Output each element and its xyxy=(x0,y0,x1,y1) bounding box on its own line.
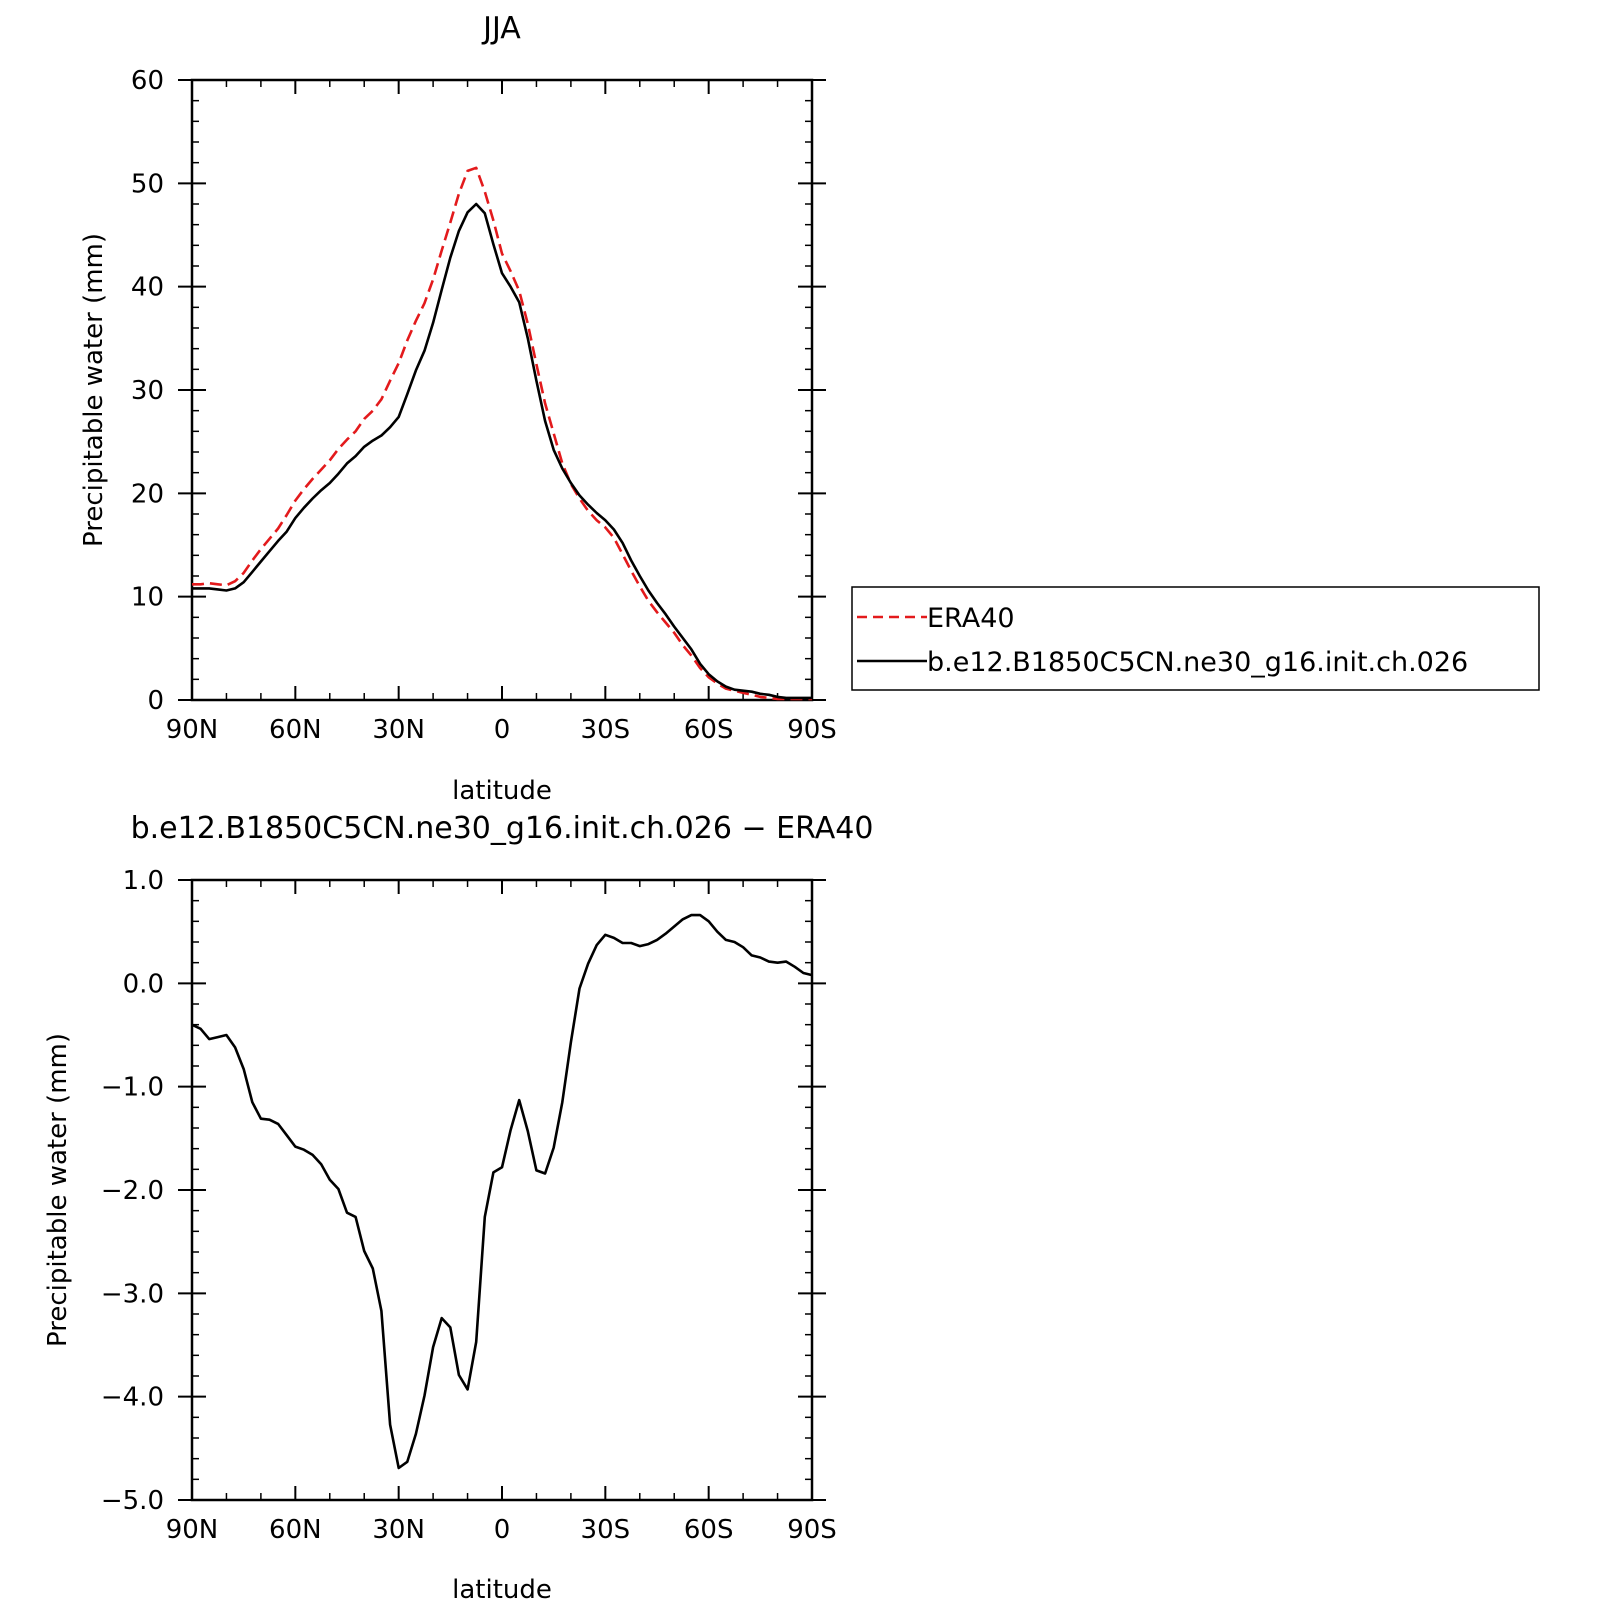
difference-panel: b.e12.B1850C5CN.ne30_g16.init.ch.026 − E… xyxy=(43,811,873,1603)
plot-frame xyxy=(190,878,814,1502)
y-tick-labels: 0 10 20 30 40 50 60 xyxy=(131,66,164,716)
legend-label-model: b.e12.B1850C5CN.ne30_g16.init.ch.026 xyxy=(927,647,1468,678)
y-tick-label: −5.0 xyxy=(101,1486,164,1516)
legend-label-era40: ERA40 xyxy=(927,603,1015,634)
x-tick-label: 60N xyxy=(269,1515,322,1545)
x-tick-label: 90N xyxy=(166,1515,219,1545)
y-tick-label: 30 xyxy=(131,376,164,406)
x-tick-label: 30S xyxy=(581,715,631,745)
y-tick-label: −1.0 xyxy=(101,1073,164,1103)
y-tick-label: 40 xyxy=(131,273,164,303)
y-tick-label: −2.0 xyxy=(101,1176,164,1206)
y-tick-label: 0.0 xyxy=(123,969,164,999)
legend-box xyxy=(851,586,1540,691)
x-tick-label: 90S xyxy=(787,715,837,745)
x-axis-label: latitude xyxy=(452,1575,552,1603)
x-axis-label: latitude xyxy=(452,776,552,806)
y-tick-label: 60 xyxy=(131,66,164,96)
x-tick-labels: 90N 60N 30N 0 30S 60S 90S xyxy=(166,715,837,745)
plot-frame xyxy=(190,78,814,702)
panel-title: b.e12.B1850C5CN.ne30_g16.init.ch.026 − E… xyxy=(131,811,874,846)
x-tick-label: 30N xyxy=(372,715,425,745)
series-lines xyxy=(192,166,812,701)
series-line-0 xyxy=(192,166,812,701)
panel-title: JJA xyxy=(481,11,521,46)
climatology-panel: JJA 90N 60N 30N 0 30S 60S 90S 0 10 20 30 40 50 60 la… xyxy=(79,11,1540,806)
y-tick-label: 0 xyxy=(147,686,164,716)
x-tick-label: 90S xyxy=(787,1515,837,1545)
legend: ERA40 b.e12.B1850C5CN.ne30_g16.init.ch.0… xyxy=(851,586,1540,691)
y-tick-label: −3.0 xyxy=(101,1279,164,1309)
y-tick-label: 20 xyxy=(131,479,164,509)
x-tick-label: 90N xyxy=(166,715,219,745)
y-axis-label: Precipitable water (mm) xyxy=(43,1033,73,1347)
axis-ticks xyxy=(178,879,826,1501)
axis-ticks xyxy=(178,79,826,701)
x-tick-label: 30S xyxy=(581,1515,631,1545)
x-tick-label: 0 xyxy=(494,1515,511,1545)
y-axis-label: Precipitable water (mm) xyxy=(79,233,109,547)
y-tick-label: 1.0 xyxy=(123,866,164,896)
y-tick-label: −4.0 xyxy=(101,1383,164,1413)
y-tick-label: 50 xyxy=(131,169,164,199)
y-tick-label: 10 xyxy=(131,583,164,613)
x-tick-label: 0 xyxy=(494,715,511,745)
x-tick-labels: 90N 60N 30N 0 30S 60S 90S xyxy=(166,1515,837,1545)
x-tick-label: 60S xyxy=(684,1515,734,1545)
series-lines xyxy=(191,913,813,1470)
x-tick-label: 30N xyxy=(372,1515,425,1545)
x-tick-label: 60S xyxy=(684,715,734,745)
series-line-0 xyxy=(191,913,813,1470)
series-line-1 xyxy=(192,202,812,700)
x-tick-label: 60N xyxy=(269,715,322,745)
y-tick-labels: 1.0 0.0 −1.0 −2.0 −3.0 −4.0 −5.0 xyxy=(101,866,164,1516)
